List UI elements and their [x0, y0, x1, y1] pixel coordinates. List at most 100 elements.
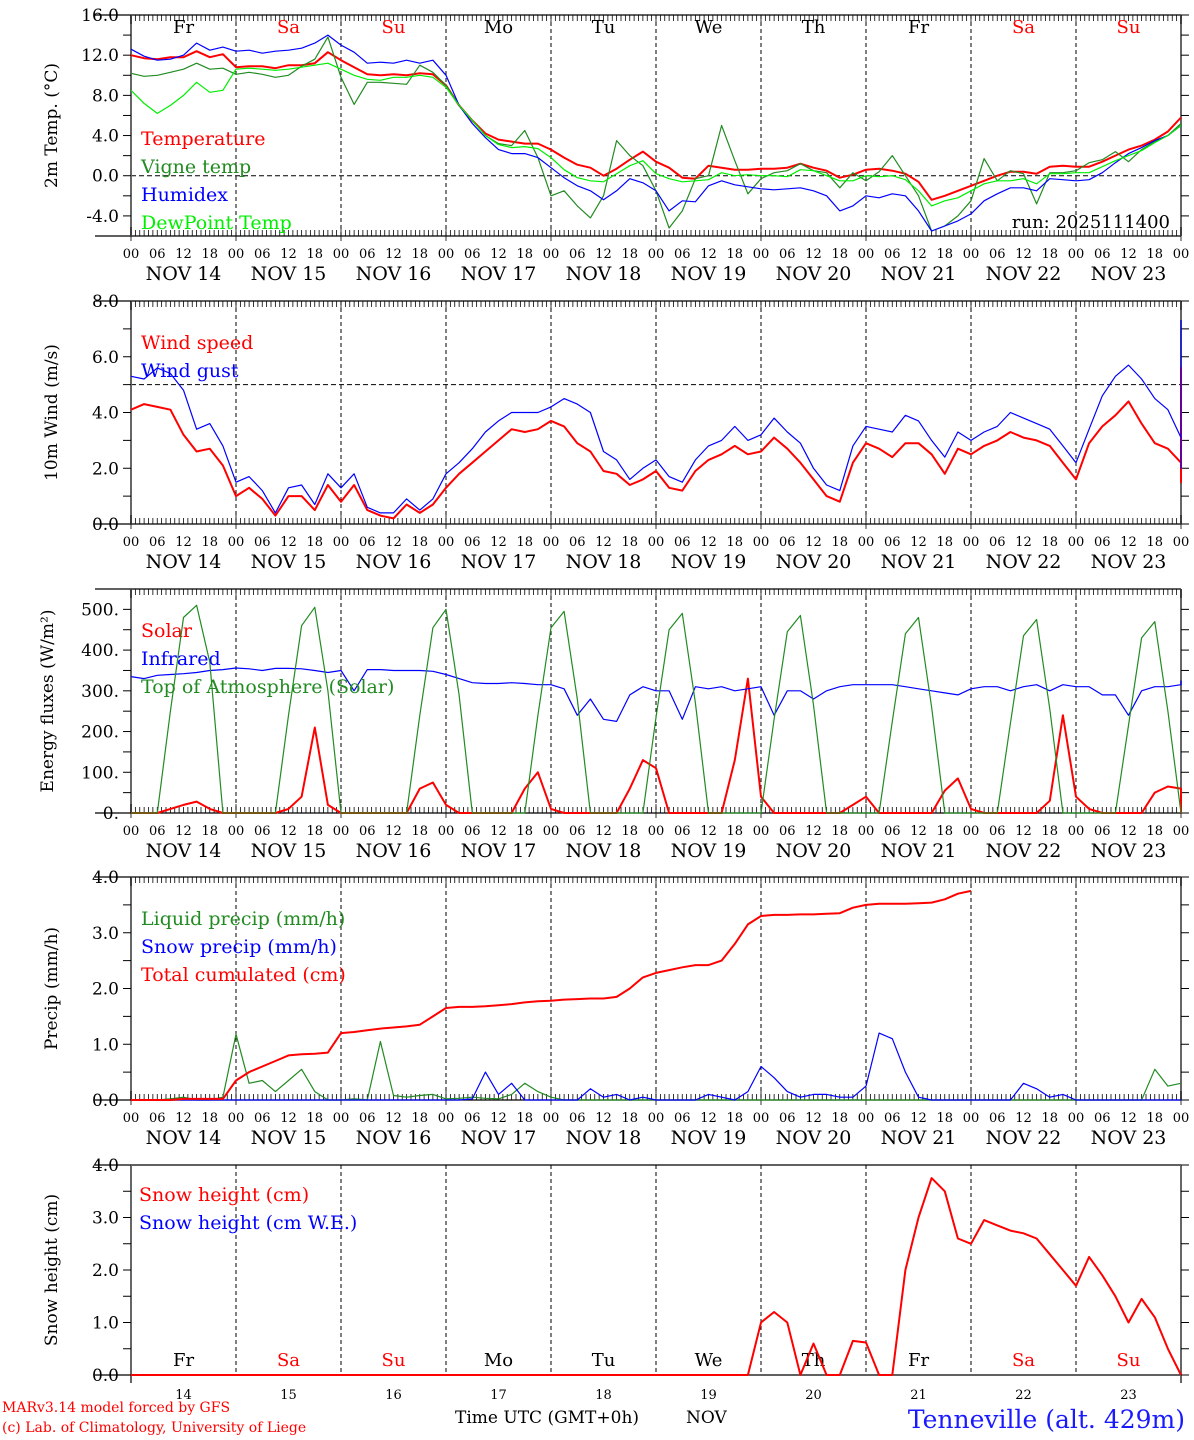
x-hour-label: 12 [175, 1111, 192, 1126]
x-hour-label: 06 [149, 824, 166, 839]
y-tick-label: 6.0 [92, 348, 119, 368]
day-name-label: Fr [173, 1350, 194, 1371]
series-line-top-of-atmosphere-solar- [131, 604, 1182, 814]
x-hour-label: 00 [123, 824, 140, 839]
series-line-solar [131, 677, 1182, 814]
x-hour-label: 06 [884, 535, 901, 550]
x-hour-label: 12 [1120, 247, 1137, 262]
y-tick-label: 200. [81, 723, 119, 743]
day-name-label: Su [382, 17, 406, 38]
x-hour-label: 12 [595, 535, 612, 550]
x-hour-label: 12 [1015, 824, 1032, 839]
x-hour-label: 18 [936, 1111, 953, 1126]
x-hour-label: 06 [359, 535, 376, 550]
x-hour-label: 18 [1041, 247, 1058, 262]
x-day-number: 19 [700, 1388, 717, 1403]
x-hour-label: 12 [175, 824, 192, 839]
x-hour-label: 12 [1120, 535, 1137, 550]
x-date-label: NOV 21 [881, 551, 957, 573]
y-axis-label: Snow height (cm) [42, 1194, 62, 1346]
x-hour-label: 18 [726, 535, 743, 550]
x-hour-label: 06 [674, 535, 691, 550]
x-hour-label: 00 [648, 535, 665, 550]
legend-entry: Total cumulated (cm) [141, 964, 346, 986]
x-hour-label: 06 [779, 247, 796, 262]
x-hour-label: 12 [385, 824, 402, 839]
y-axis-label: 10m Wind (m/s) [42, 344, 62, 481]
y-tick-label: 8.0 [92, 292, 119, 312]
day-name-label: Su [1117, 17, 1141, 38]
x-hour-label: 00 [648, 1111, 665, 1126]
x-date-label: NOV 17 [461, 551, 537, 573]
x-hour-label: 00 [543, 247, 560, 262]
x-hour-label: 12 [490, 247, 507, 262]
x-hour-label: 06 [779, 824, 796, 839]
x-hour-label: 18 [201, 535, 218, 550]
x-hour-label: 18 [1146, 824, 1163, 839]
x-hour-label: 12 [385, 1111, 402, 1126]
x-hour-label: 18 [516, 247, 533, 262]
x-date-label: NOV 18 [566, 840, 642, 862]
x-hour-label: 12 [595, 247, 612, 262]
y-tick-label: 4.0 [92, 127, 119, 147]
y-axis-label: Energy fluxes (W/m²) [38, 610, 58, 793]
x-hour-label: 00 [228, 824, 245, 839]
y-tick-label: 300. [81, 682, 119, 702]
day-name-label: We [695, 17, 723, 38]
x-date-label: NOV 19 [671, 840, 747, 862]
x-hour-label: 00 [1068, 1111, 1085, 1126]
x-hour-label: 00 [1068, 824, 1085, 839]
x-date-label: NOV 22 [986, 263, 1062, 285]
x-date-label: NOV 14 [146, 263, 222, 285]
x-hour-label: 06 [1094, 535, 1111, 550]
x-date-label: NOV 19 [671, 1127, 747, 1149]
y-tick-label: 3.0 [92, 924, 119, 944]
x-date-label: NOV 23 [1091, 840, 1167, 862]
panel-5: 4.0 3.0 2.0 1.0 0.0 Snow height (cm) 14 15 16 17 1… [42, 1156, 1189, 1403]
x-hour-label: 18 [411, 1111, 428, 1126]
x-date-label: NOV 16 [356, 1127, 432, 1149]
y-tick-label: 2.0 [92, 459, 119, 479]
y-axis-label: 2m Temp. (°C) [42, 63, 62, 188]
x-hour-label: 00 [648, 824, 665, 839]
x-hour-label: 12 [385, 247, 402, 262]
day-name-label: Tu [592, 17, 616, 38]
x-hour-label: 00 [753, 535, 770, 550]
x-hour-label: 12 [490, 824, 507, 839]
x-hour-label: 12 [805, 1111, 822, 1126]
x-hour-label: 18 [411, 535, 428, 550]
y-tick-label: 0.0 [92, 1366, 119, 1386]
x-date-label: NOV 21 [881, 263, 957, 285]
x-hour-label: 06 [884, 247, 901, 262]
x-hour-label: 18 [516, 824, 533, 839]
x-hour-label: 12 [175, 247, 192, 262]
x-hour-label: 18 [201, 824, 218, 839]
legend-entry: Snow precip (mm/h) [141, 936, 337, 958]
x-date-label: NOV 19 [671, 551, 747, 573]
x-hour-label: 06 [674, 824, 691, 839]
x-date-label: NOV 20 [776, 840, 852, 862]
x-day-number: 22 [1015, 1388, 1032, 1403]
x-day-number: 15 [280, 1388, 297, 1403]
x-date-label: NOV 15 [251, 551, 327, 573]
day-name-label: Sa [277, 1350, 300, 1371]
x-hour-label: 18 [831, 247, 848, 262]
x-hour-label: 00 [858, 824, 875, 839]
x-hour-label: 06 [989, 247, 1006, 262]
series-line-total-cumulated-cm- [131, 889, 972, 1101]
x-hour-label: 18 [516, 1111, 533, 1126]
x-date-label: NOV 22 [986, 840, 1062, 862]
day-name-label: Fr [173, 17, 194, 38]
x-hour-label: 00 [1173, 824, 1190, 839]
x-hour-label: 18 [306, 535, 323, 550]
legend-entry: Top of Atmosphere (Solar) [141, 676, 394, 698]
series-line-humidex [130, 34, 1182, 232]
station-name: Tenneville (alt. 429m) [908, 1405, 1185, 1434]
day-name-label: Su [1117, 1350, 1141, 1371]
x-hour-label: 18 [621, 1111, 638, 1126]
x-hour-label: 00 [438, 247, 455, 262]
x-hour-label: 00 [333, 247, 350, 262]
legend-entry: Solar [141, 620, 193, 642]
x-hour-label: 06 [149, 1111, 166, 1126]
